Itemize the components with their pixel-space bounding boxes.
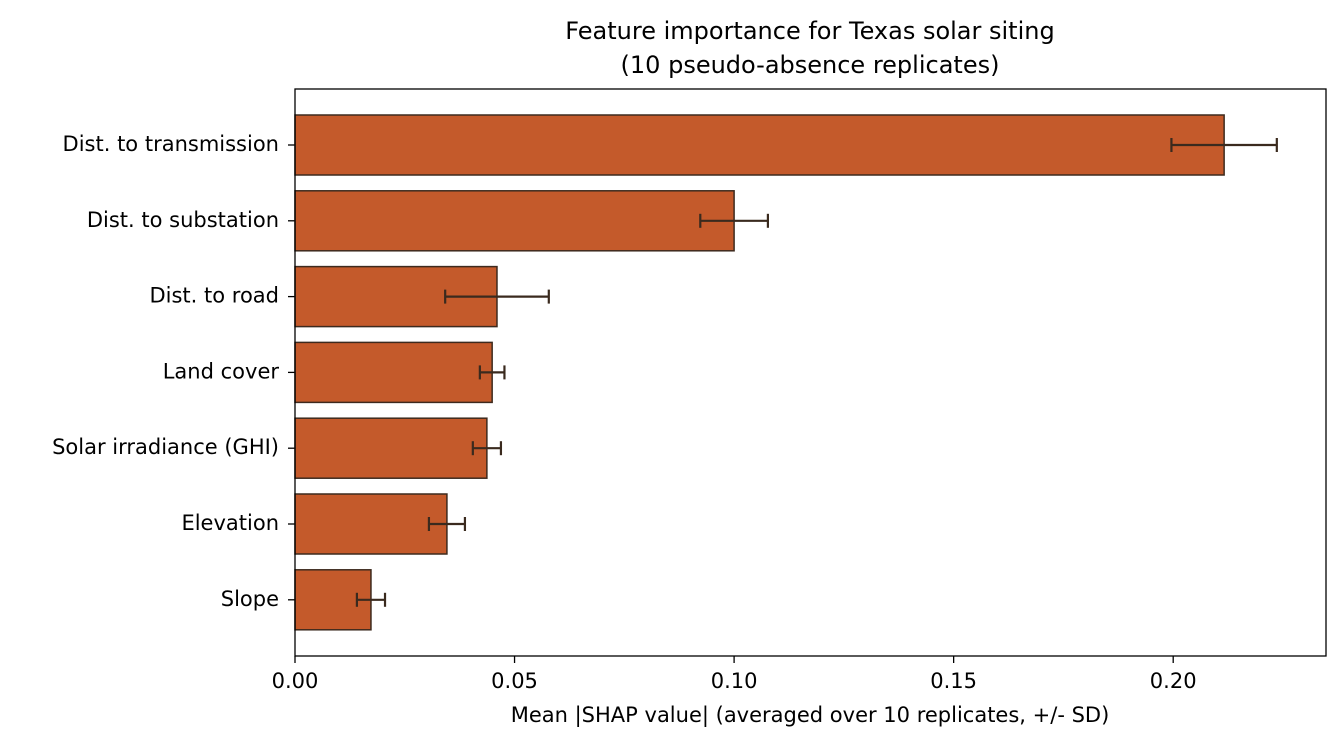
bar — [294, 493, 448, 555]
x-axis-label: Mean |SHAP value| (averaged over 10 repl… — [511, 703, 1110, 728]
error-bar — [444, 289, 550, 304]
y-tick-label: Slope — [221, 587, 279, 611]
bar — [294, 341, 493, 404]
plot-frame — [294, 88, 1327, 657]
error-bar — [427, 517, 467, 531]
y-tick-label: Dist. to transmission — [63, 132, 279, 156]
error-bar — [471, 441, 503, 456]
bar — [294, 190, 735, 252]
x-tick-label: 0.10 — [711, 669, 758, 693]
error-bar — [478, 365, 506, 380]
bar — [294, 417, 488, 479]
error-bar — [699, 213, 770, 228]
y-tick-label: Dist. to substation — [87, 208, 279, 232]
y-tick-label: Solar irradiance (GHI) — [52, 435, 279, 459]
y-tick-label: Elevation — [181, 511, 279, 535]
x-tick-label: 0.20 — [1150, 669, 1197, 693]
y-tick-label: Dist. to road — [149, 284, 279, 308]
error-bar — [355, 592, 387, 607]
x-tick-label: 0.05 — [491, 669, 538, 693]
chart-subtitle: (10 pseudo-absence replicates) — [621, 51, 1000, 79]
x-tick-label: 0.00 — [272, 669, 319, 693]
bar — [294, 114, 1225, 176]
y-tick-label: Land cover — [163, 359, 280, 383]
error-bar — [1170, 138, 1278, 152]
x-tick-label: 0.15 — [930, 669, 977, 693]
chart-title: Feature importance for Texas solar sitin… — [565, 17, 1054, 45]
